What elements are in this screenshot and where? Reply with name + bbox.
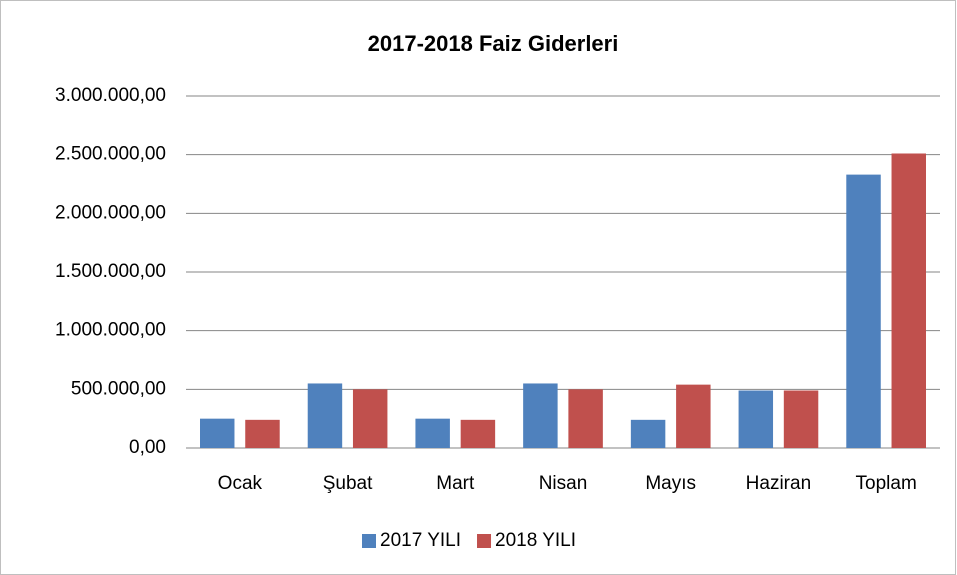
y-tick-label: 500.000,00 (71, 378, 166, 399)
x-tick-label: Nisan (539, 473, 588, 494)
x-tick-label: Mayıs (645, 473, 696, 494)
bar (630, 419, 666, 448)
x-tick-label: Haziran (746, 473, 811, 494)
legend-label: 2018 YILI (495, 530, 576, 551)
bar (523, 383, 558, 448)
legend-label: 2017 YILI (380, 530, 461, 551)
chart-title: 2017-2018 Faiz Giderleri (368, 31, 619, 56)
bar (352, 389, 388, 448)
bar (676, 384, 711, 448)
bar (568, 389, 603, 448)
bar (245, 419, 280, 448)
bar (200, 418, 235, 448)
y-tick-label: 0,00 (129, 437, 166, 458)
x-tick-label: Şubat (323, 473, 373, 494)
bar (738, 390, 774, 448)
bar (846, 174, 881, 448)
y-tick-label: 3.000.000,00 (55, 85, 166, 106)
bar (460, 419, 496, 448)
bar (783, 390, 819, 448)
y-tick-label: 2.500.000,00 (55, 144, 166, 165)
x-tick-label: Toplam (856, 473, 917, 494)
y-tick-label: 2.000.000,00 (55, 202, 166, 223)
x-tick-label: Ocak (218, 473, 263, 494)
bar (415, 418, 450, 448)
legend-swatch (362, 534, 376, 548)
y-tick-label: 1.500.000,00 (55, 261, 166, 282)
legend-swatch (477, 534, 492, 548)
bar (891, 153, 926, 448)
x-tick-label: Mart (436, 473, 475, 494)
y-tick-label: 1.000.000,00 (55, 320, 166, 341)
bar (307, 383, 343, 448)
